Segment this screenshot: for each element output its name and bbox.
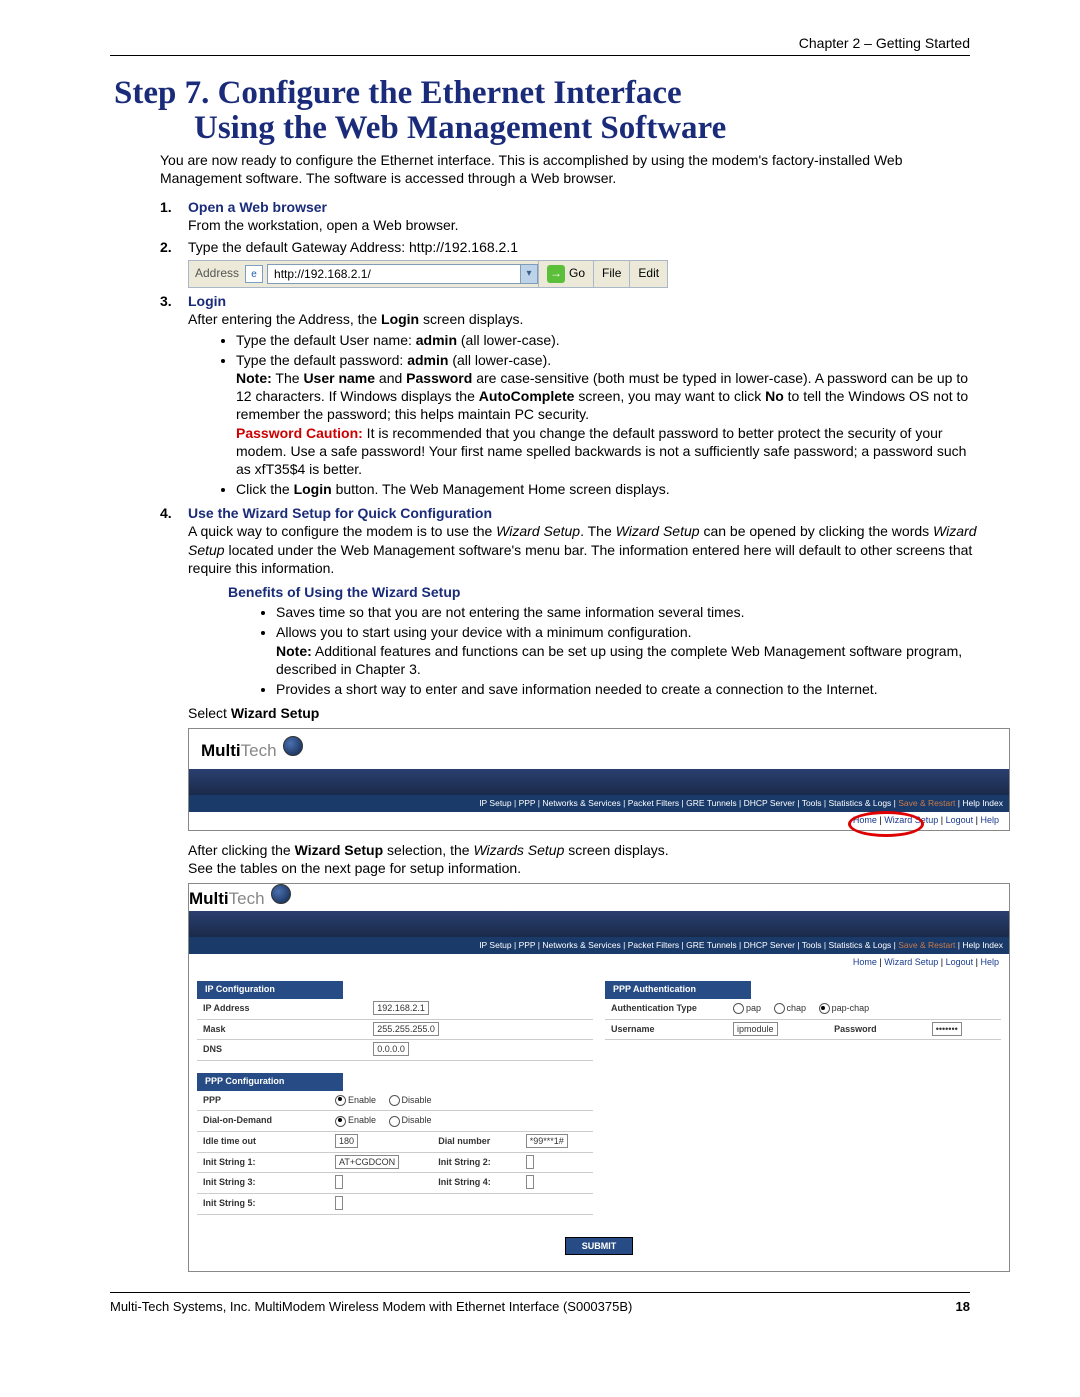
wizard-menu-screenshot: MultiTech IP Setup | PPP | Networks & Se… [188, 728, 1010, 831]
page-icon: e [245, 265, 263, 283]
list-item: Click the Login button. The Web Manageme… [236, 480, 970, 498]
password-label: Password [828, 1019, 926, 1040]
dial-on-demand-label: Dial-on-Demand [197, 1111, 329, 1132]
step-4-heading: Use the Wizard Setup for Quick Configura… [188, 505, 492, 521]
step-3-text: After entering the Address, the Login sc… [188, 311, 523, 327]
logo-dot-icon [271, 884, 291, 904]
step-1-number: 1. [160, 198, 188, 234]
dod-disable-radio[interactable] [389, 1116, 400, 1127]
address-dropdown-icon[interactable]: ▾ [521, 264, 538, 284]
step-3-heading: Login [188, 293, 226, 309]
ppp-config-header: PPP Configuration [197, 1073, 343, 1091]
list-item: Type the default password: admin (all lo… [236, 351, 970, 478]
init-string-5-label: Init String 5: [197, 1194, 329, 1215]
intro-paragraph: You are now ready to configure the Ether… [160, 151, 970, 187]
sub-link-bar: Home | Wizard Setup | Logout | Help [189, 954, 1009, 972]
list-item: Allows you to start using your device wi… [276, 623, 1010, 678]
init-string-4-input[interactable] [526, 1175, 534, 1189]
address-label: Address [189, 266, 245, 282]
auth-type-label: Authentication Type [605, 999, 727, 1019]
ppp-label: PPP [197, 1091, 329, 1111]
chapter-header: Chapter 2 – Getting Started [110, 35, 970, 56]
init-string-2-label: Init String 2: [432, 1152, 519, 1173]
home-link[interactable]: Home [853, 815, 877, 825]
init-string-3-label: Init String 3: [197, 1173, 329, 1194]
login-bullet-list: Type the default User name: admin (all l… [188, 331, 970, 499]
address-bar: Address e http://192.168.2.1/ ▾ → Go Fil… [188, 260, 668, 288]
go-arrow-icon: → [547, 265, 565, 283]
logout-link[interactable]: Logout [946, 957, 974, 967]
submit-button[interactable]: SUBMIT [565, 1237, 634, 1255]
wizard-setup-link[interactable]: Wizard Setup [884, 815, 938, 825]
benefits-list: Saves time so that you are not entering … [228, 603, 1010, 698]
help-link[interactable]: Help [980, 815, 999, 825]
step-4-number: 4. [160, 504, 188, 1271]
dns-label: DNS [197, 1040, 367, 1061]
mask-input[interactable]: 255.255.255.0 [373, 1022, 439, 1036]
dns-input[interactable]: 0.0.0.0 [373, 1042, 409, 1056]
step-2-text: Type the default Gateway Address: http:/… [188, 239, 518, 255]
page-footer: Multi-Tech Systems, Inc. MultiModem Wire… [110, 1292, 970, 1314]
username-input[interactable]: ipmodule [733, 1022, 778, 1036]
init-string-4-label: Init String 4: [432, 1173, 519, 1194]
title-line-1: Step 7. Configure the Ethernet Interface [114, 75, 682, 111]
idle-input[interactable]: 180 [335, 1134, 358, 1148]
ppp-auth-header: PPP Authentication [605, 981, 751, 999]
logo-dot-icon [283, 736, 303, 756]
step-3-number: 3. [160, 292, 188, 500]
page-title: Step 7. Configure the Ethernet Interface… [114, 76, 970, 145]
ip-address-input[interactable]: 192.168.2.1 [373, 1001, 429, 1015]
footer-text: Multi-Tech Systems, Inc. MultiModem Wire… [110, 1299, 632, 1314]
select-wizard-text: Select Wizard Setup [188, 705, 319, 721]
page-number: 18 [956, 1299, 970, 1314]
username-label: Username [605, 1019, 727, 1040]
list-item: Provides a short way to enter and save i… [276, 680, 1010, 698]
pap-chap-radio[interactable] [819, 1003, 830, 1014]
main-menu-bar: IP Setup | PPP | Networks & Services | P… [189, 937, 1009, 954]
multitech-logo: MultiTech [189, 884, 1009, 910]
file-menu[interactable]: File [593, 261, 629, 287]
step-1-text: From the workstation, open a Web browser… [188, 217, 459, 233]
ip-config-table: IP Address 192.168.2.1 Mask 255.255.255.… [197, 999, 593, 1061]
ppp-enable-radio[interactable] [335, 1095, 346, 1106]
multitech-logo: MultiTech [201, 736, 303, 762]
ip-address-label: IP Address [197, 999, 367, 1019]
init-string-2-input[interactable] [526, 1155, 534, 1169]
main-menu-bar: IP Setup | PPP | Networks & Services | P… [189, 795, 1009, 812]
help-link[interactable]: Help [980, 957, 999, 967]
after-click-text: After clicking the Wizard Setup selectio… [188, 841, 1010, 877]
list-item: Type the default User name: admin (all l… [236, 331, 970, 349]
go-button[interactable]: → Go [538, 261, 593, 287]
title-line-2: Using the Web Management Software [114, 111, 970, 146]
home-link[interactable]: Home [853, 957, 877, 967]
ppp-auth-table: Authentication Type pap chap pap-chap Us… [605, 999, 1001, 1040]
pap-radio[interactable] [733, 1003, 744, 1014]
init-string-5-input[interactable] [335, 1196, 343, 1210]
step-4-p1: A quick way to configure the modem is to… [188, 523, 976, 575]
benefits-heading: Benefits of Using the Wizard Setup [228, 584, 460, 600]
edit-menu[interactable]: Edit [629, 261, 667, 287]
dial-number-label: Dial number [432, 1132, 519, 1153]
password-input[interactable]: ••••••• [932, 1022, 962, 1036]
mask-label: Mask [197, 1019, 367, 1040]
init-string-3-input[interactable] [335, 1175, 343, 1189]
sub-link-bar: Home | Wizard Setup | Logout | Help [189, 812, 1009, 830]
wizard-setup-link[interactable]: Wizard Setup [884, 957, 938, 967]
ip-config-header: IP Configuration [197, 981, 343, 999]
idle-timeout-label: Idle time out [197, 1132, 329, 1153]
logout-link[interactable]: Logout [946, 815, 974, 825]
init-string-1-input[interactable]: AT+CGDCON [335, 1155, 399, 1169]
address-input[interactable]: http://192.168.2.1/ [267, 264, 521, 284]
step-2-number: 2. [160, 238, 188, 288]
password-caution-label: Password Caution: [236, 425, 363, 441]
init-string-1-label: Init String 1: [197, 1152, 329, 1173]
chap-radio[interactable] [774, 1003, 785, 1014]
step-1-heading: Open a Web browser [188, 199, 327, 215]
list-item: Saves time so that you are not entering … [276, 603, 1010, 621]
wizard-form-screenshot: MultiTech IP Setup | PPP | Networks & Se… [188, 883, 1010, 1271]
ppp-disable-radio[interactable] [389, 1095, 400, 1106]
dod-enable-radio[interactable] [335, 1116, 346, 1127]
ppp-config-table: PPP Enable Disable Dial-on-Demand Enable [197, 1091, 593, 1215]
dial-number-input[interactable]: *99***1# [526, 1134, 568, 1148]
